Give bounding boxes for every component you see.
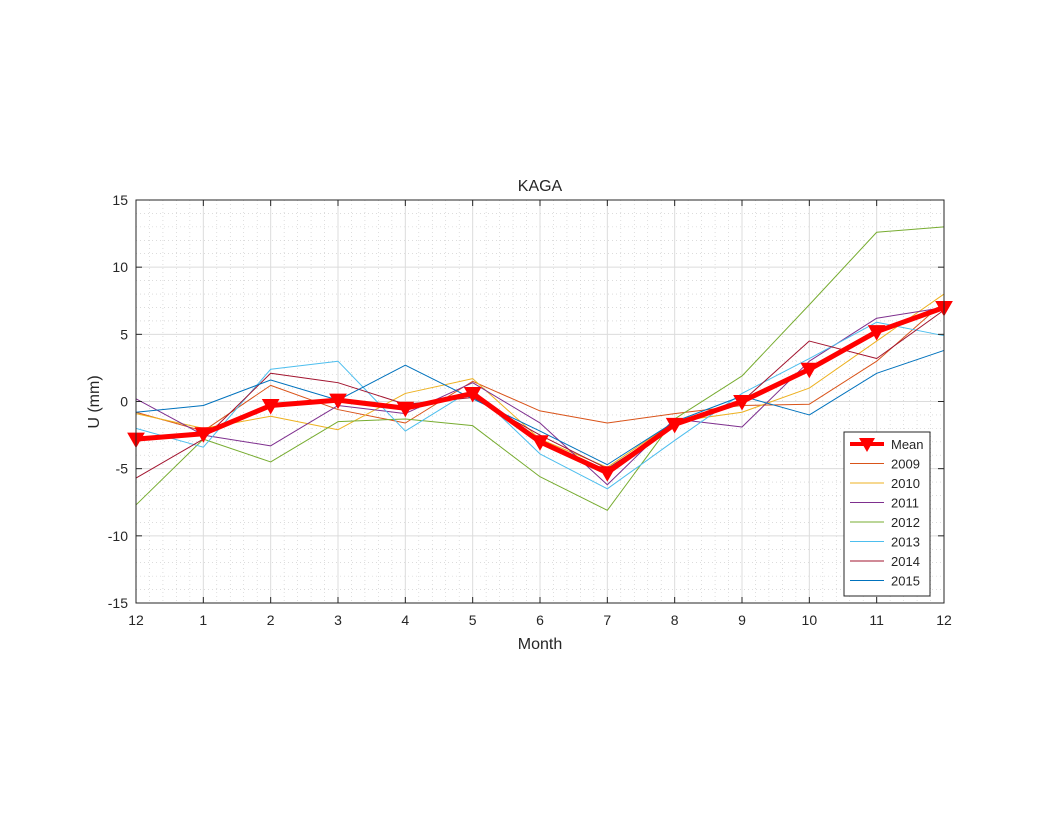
y-tick-label: 15	[112, 192, 128, 208]
legend-label: 2014	[891, 554, 920, 569]
series-line-2011	[135, 306, 945, 486]
mean-marker	[531, 435, 549, 451]
y-tick-label: 5	[120, 326, 128, 342]
mean-marker	[261, 399, 280, 415]
x-tick-label: 10	[802, 612, 818, 628]
legend: Mean 2009 2010 2011 2012 2013 2014 2015	[843, 431, 931, 597]
series-line-2014	[135, 309, 945, 479]
series-line-2015	[135, 349, 945, 466]
series-line-2013	[135, 321, 945, 490]
mean-marker	[867, 325, 886, 341]
series-line-2009	[135, 301, 945, 432]
x-tick-label: 6	[536, 612, 544, 628]
x-tick-label: 12	[128, 612, 144, 628]
x-tick-label: 4	[401, 612, 409, 628]
mean-marker	[463, 386, 482, 403]
x-axis-title: Month	[518, 636, 562, 653]
legend-label: 2009	[891, 457, 920, 472]
x-tick-label: 7	[603, 612, 611, 628]
y-tick-label: -10	[108, 528, 128, 544]
legend-label: 2010	[891, 476, 920, 491]
mean-marker	[665, 417, 684, 434]
y-tick-label: 0	[120, 394, 128, 410]
x-tick-label: 2	[267, 612, 275, 628]
mean-marker	[194, 427, 213, 443]
mean-marker	[733, 395, 751, 411]
legend-label: 2013	[891, 535, 920, 550]
y-tick-label: 10	[112, 259, 128, 275]
chart-title: KAGA	[518, 178, 563, 195]
legend-label: Mean	[891, 437, 924, 452]
y-axis-title: U (mm)	[86, 375, 103, 428]
y-tick-label: -15	[108, 595, 128, 611]
mean-marker	[800, 362, 819, 379]
x-tick-label: 11	[869, 612, 884, 628]
x-tick-label: 12	[936, 612, 952, 628]
legend-marker	[859, 438, 875, 452]
x-tick-label: 1	[199, 612, 207, 628]
legend-label: 2011	[891, 496, 919, 511]
legend-label: 2015	[891, 574, 920, 589]
y-axis: -15 -10 -5 0 5 10 15	[108, 192, 944, 611]
series-layer	[127, 226, 953, 511]
mean-marker	[598, 466, 617, 482]
x-axis: 12 1 2 3 4 5 6 7 8 9 10 11 12	[128, 200, 952, 628]
legend-label: 2012	[891, 515, 920, 530]
series-line-2012	[135, 226, 945, 511]
x-tick-label: 9	[738, 612, 746, 628]
x-tick-label: 5	[469, 612, 477, 628]
x-tick-label: 3	[334, 612, 342, 628]
mean-marker	[329, 393, 347, 410]
mean-marker	[396, 401, 415, 418]
legend-box	[843, 431, 931, 597]
x-tick-label: 8	[671, 612, 679, 628]
y-tick-label: -5	[116, 461, 129, 477]
